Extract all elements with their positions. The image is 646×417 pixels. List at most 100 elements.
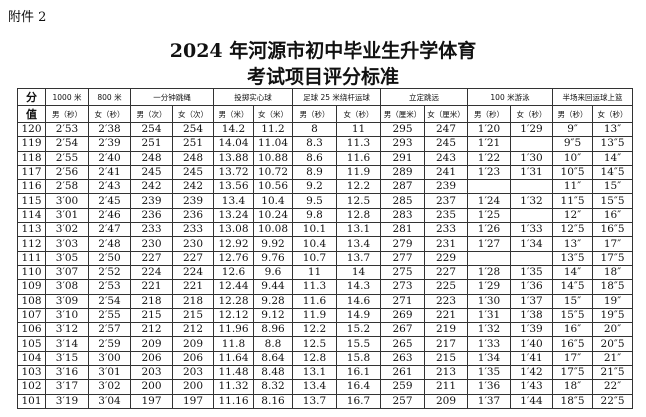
value-cell: 16″5 xyxy=(592,222,634,238)
value-cell: 14″ xyxy=(592,150,634,166)
value-cell: 13″5 xyxy=(592,136,634,152)
value-cell: 17″5 xyxy=(592,250,634,266)
score-cell: 111 xyxy=(17,250,46,266)
value-cell: 13.4 xyxy=(292,379,337,395)
value-cell: 1′31 xyxy=(467,307,511,324)
group-header: 1000 米 xyxy=(45,88,89,106)
score-cell: 120 xyxy=(17,121,46,138)
value-cell: 17″ xyxy=(552,350,594,367)
value-cell: 13.4 xyxy=(336,236,381,252)
group-header-row: 分 1000 米 800 米 一分钟跳绳 投掷实心球 足球 25 米绕杆运球 立… xyxy=(17,88,634,106)
value-cell: 295 xyxy=(380,121,425,138)
value-cell: 11.8 xyxy=(213,336,254,352)
sub-header-row: 值 男（秒） 女（秒） 男（次） 女（次） 男（米） 女（米） 男（秒） 女（秒） 男（厘米）女… xyxy=(17,105,634,123)
value-cell: 3′00 xyxy=(88,350,131,367)
table-row: 108 3′09 2′54 218 218 12.28 9.28 11.6 14.6 271 223… xyxy=(17,293,634,309)
sub-header: 女（米） xyxy=(253,105,293,123)
value-cell: 8.6 xyxy=(292,150,337,166)
value-cell: 1′30 xyxy=(509,150,554,166)
value-cell: 14.2 xyxy=(213,121,254,138)
value-cell: 12″5 xyxy=(552,222,594,238)
value-cell: 283 xyxy=(380,207,425,224)
value-cell: 1′28 xyxy=(467,264,511,281)
value-cell: 211 xyxy=(424,379,468,395)
value-cell: 8.48 xyxy=(253,365,293,381)
value-cell: 248 xyxy=(130,150,173,166)
group-header: 半场来回运球上篮 xyxy=(552,88,634,106)
value-cell: 20″5 xyxy=(592,336,634,352)
value-cell: 2′40 xyxy=(88,150,131,166)
value-cell: 14″5 xyxy=(552,279,594,295)
value-cell: 9″ xyxy=(552,121,594,138)
value-cell: 11 xyxy=(292,264,337,281)
value-cell: 218 xyxy=(130,293,173,309)
sub-header: 女（厘米） xyxy=(424,105,468,123)
value-cell: 11.16 xyxy=(213,393,254,409)
value-cell: 1′34 xyxy=(467,350,511,367)
score-cell: 107 xyxy=(17,307,46,324)
value-cell: 18″ xyxy=(552,379,594,395)
value-cell: 11.9 xyxy=(336,164,381,181)
value-cell: 1′43 xyxy=(509,379,554,395)
value-cell: 13″5 xyxy=(552,250,594,266)
value-cell: 14.6 xyxy=(336,293,381,309)
score-header-top: 分 xyxy=(17,88,46,106)
value-cell: 3′10 xyxy=(45,307,89,324)
value-cell: 21″ xyxy=(592,350,634,367)
page-subtitle: 考试项目评分标准 xyxy=(246,66,399,88)
value-cell: 1′23 xyxy=(467,164,511,181)
value-cell: 8.32 xyxy=(253,379,293,395)
value-cell: 245 xyxy=(424,136,468,152)
value-cell: 9.2 xyxy=(292,179,337,195)
sub-header: 男（次） xyxy=(130,105,173,123)
value-cell: 3′08 xyxy=(45,279,89,295)
value-cell: 1′41 xyxy=(509,350,554,367)
value-cell: 257 xyxy=(380,393,425,409)
value-cell: 12.44 xyxy=(213,279,254,295)
value-cell: 227 xyxy=(130,250,173,266)
value-cell: 11.96 xyxy=(213,322,254,338)
table-row: 113 3′02 2′47 233 233 13.08 10.08 10.1 13.1 281 23… xyxy=(17,222,634,238)
value-cell: 13.7 xyxy=(336,250,381,266)
value-cell: 203 xyxy=(172,365,214,381)
value-cell: 9.12 xyxy=(253,307,293,324)
value-cell: 13.1 xyxy=(336,222,381,238)
value-cell: 9.28 xyxy=(253,293,293,309)
value-cell: 251 xyxy=(172,136,214,152)
value-cell xyxy=(509,250,554,266)
value-cell: 239 xyxy=(130,193,173,209)
value-cell: 13″ xyxy=(592,121,634,138)
value-cell: 3′03 xyxy=(45,236,89,252)
value-cell: 212 xyxy=(172,322,214,338)
value-cell: 2′55 xyxy=(88,307,131,324)
value-cell: 2′46 xyxy=(88,207,131,224)
value-cell: 9.5 xyxy=(292,193,337,209)
value-cell: 13.4 xyxy=(213,193,254,209)
value-cell xyxy=(467,250,511,266)
value-cell: 14.04 xyxy=(213,136,254,152)
value-cell: 2′43 xyxy=(88,179,131,195)
value-cell: 19″5 xyxy=(592,307,634,324)
value-cell: 10.7 xyxy=(292,250,337,266)
table-row: 111 3′05 2′50 227 227 12.76 9.76 10.7 13.7 277 229… xyxy=(17,250,634,266)
value-cell: 236 xyxy=(130,207,173,224)
value-cell: 10.72 xyxy=(253,164,293,181)
value-cell: 11.48 xyxy=(213,365,254,381)
value-cell: 1′37 xyxy=(467,393,511,409)
score-cell: 118 xyxy=(17,150,46,166)
value-cell: 289 xyxy=(380,164,425,181)
score-cell: 109 xyxy=(17,279,46,295)
score-cell: 102 xyxy=(17,379,46,395)
value-cell: 8.8 xyxy=(253,336,293,352)
value-cell: 247 xyxy=(424,121,468,138)
value-cell: 215 xyxy=(130,307,173,324)
value-cell: 221 xyxy=(172,279,214,295)
value-cell: 1′20 xyxy=(467,121,511,138)
table-row: 110 3′07 2′52 224 224 12.6 9.6 11 14 275 227 1′28 1′… xyxy=(17,264,634,281)
value-cell: 1′42 xyxy=(509,365,554,381)
value-cell: 1′32 xyxy=(467,322,511,338)
value-cell: 13″ xyxy=(552,236,594,252)
value-cell: 12.5 xyxy=(336,193,381,209)
value-cell: 224 xyxy=(172,264,214,281)
value-cell: 287 xyxy=(380,179,425,195)
